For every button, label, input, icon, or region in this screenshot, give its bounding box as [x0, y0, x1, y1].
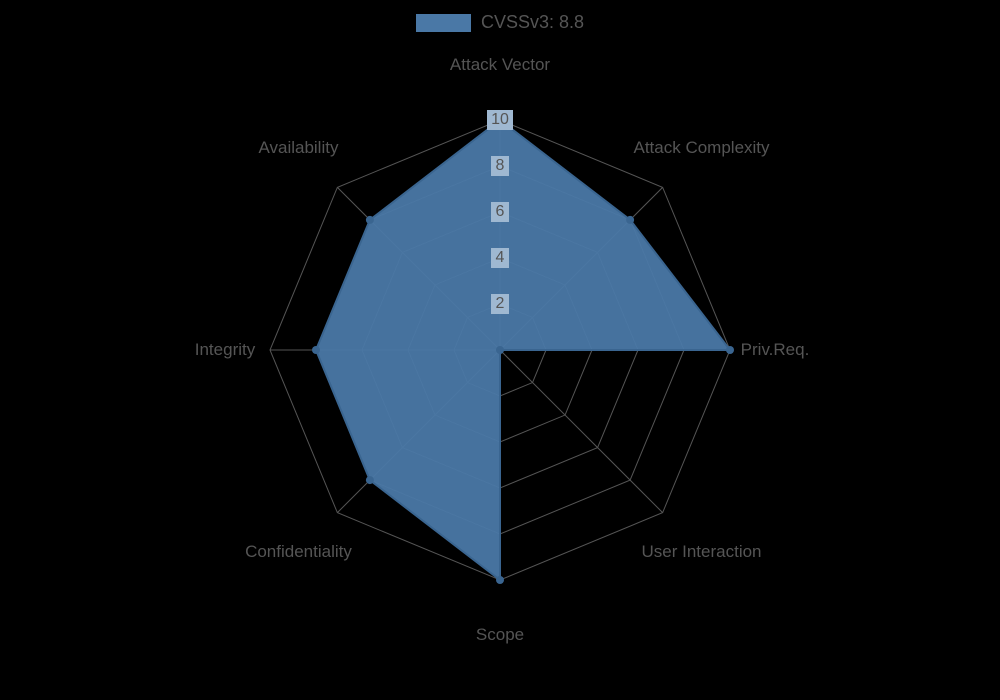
grid-spoke	[500, 350, 663, 513]
tick-label: 8	[496, 157, 505, 175]
axis-label: Availability	[258, 138, 338, 158]
radar-svg	[0, 0, 1000, 700]
legend-label: CVSSv3: 8.8	[481, 12, 584, 33]
tick-label: 10	[491, 111, 509, 129]
axis-label: Attack Complexity	[633, 138, 769, 158]
data-point	[366, 216, 374, 224]
data-point	[496, 576, 504, 584]
axis-label: Confidentiality	[245, 542, 352, 562]
radar-chart-container: CVSSv3: 8.8 Attack Vector Attack Complexi…	[0, 0, 1000, 700]
tick-label: 4	[496, 249, 505, 267]
tick-label: 6	[496, 203, 505, 221]
axis-label: Scope	[476, 625, 524, 645]
chart-legend: CVSSv3: 8.8	[0, 12, 1000, 37]
data-point	[312, 346, 320, 354]
data-point	[496, 346, 504, 354]
axis-label: User Interaction	[642, 542, 762, 562]
legend-item: CVSSv3: 8.8	[416, 12, 584, 33]
legend-swatch	[416, 14, 471, 32]
data-point	[366, 476, 374, 484]
axis-label: Priv.Req.	[741, 340, 810, 360]
axis-label: Integrity	[195, 340, 255, 360]
data-point	[626, 216, 634, 224]
tick-label: 2	[496, 295, 505, 313]
data-point	[726, 346, 734, 354]
data-polygon	[316, 120, 730, 580]
axis-label: Attack Vector	[450, 55, 550, 75]
